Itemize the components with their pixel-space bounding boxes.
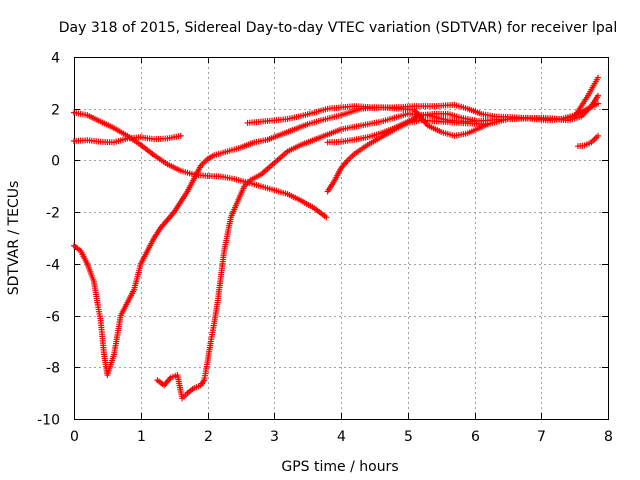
x-tick-label: 2 — [204, 429, 213, 445]
data-point — [484, 121, 491, 128]
x-tick-label: 5 — [404, 429, 413, 445]
x-tick-label: 3 — [270, 429, 279, 445]
series-arc-5 — [244, 100, 601, 126]
x-tick-label: 7 — [537, 429, 546, 445]
y-tick-label: -10 — [37, 413, 60, 429]
y-tick-label: 2 — [51, 103, 60, 119]
series-arc-4 — [154, 74, 601, 402]
x-tick-label: 4 — [337, 429, 346, 445]
y-tick-label: -6 — [46, 310, 60, 326]
data-point — [177, 132, 184, 139]
series-arc-7 — [324, 110, 478, 146]
x-tick-label: 8 — [604, 429, 613, 445]
series-arc-2 — [71, 132, 184, 146]
x-tick-label: 0 — [70, 429, 79, 445]
x-axis-label: GPS time / hours — [281, 459, 398, 475]
series-arc-6 — [324, 117, 491, 195]
data-point — [323, 214, 330, 221]
series-arc-3 — [71, 92, 601, 379]
series-arc-1 — [71, 109, 330, 221]
x-tick-label: 6 — [471, 429, 480, 445]
data-series — [71, 74, 601, 402]
y-tick-label: -2 — [46, 206, 60, 222]
data-point — [594, 132, 601, 139]
data-point — [594, 100, 601, 107]
y-tick-label: 4 — [51, 51, 60, 67]
series-arc-8 — [574, 132, 601, 150]
data-point — [594, 74, 601, 81]
chart-title: Day 318 of 2015, Sidereal Day-to-day VTE… — [59, 20, 617, 36]
data-point — [594, 92, 601, 99]
y-axis-label: SDTVAR / TECUs — [6, 181, 22, 296]
grid — [74, 57, 608, 419]
axis-ticks: 0 1 2 3 4 5 6 7 8 -10 -8 -6 -4 -2 0 2 4 — [37, 51, 613, 446]
x-tick-label: 1 — [137, 429, 146, 445]
y-tick-label: -8 — [46, 361, 60, 377]
y-tick-label: 0 — [51, 154, 60, 170]
y-tick-label: -4 — [46, 258, 60, 274]
data-point — [471, 117, 478, 124]
